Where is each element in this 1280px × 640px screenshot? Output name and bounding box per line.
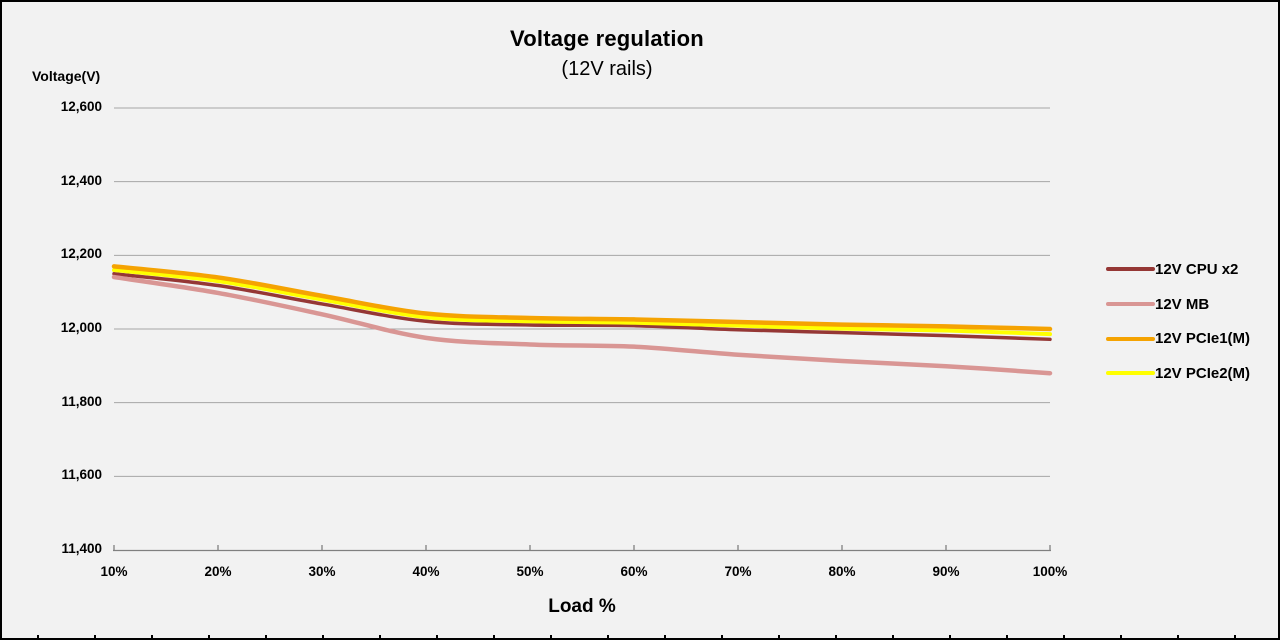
x-tick-label: 60% [620,564,648,579]
x-tick-label: 30% [308,564,336,579]
x-axis-title: Load % [548,596,616,617]
series-line-12v-pcie2-m- [112,268,1052,337]
y-axis-title: Voltage(V) [32,68,101,84]
series-line-12v-pcie1-m- [111,264,1053,332]
legend-item: 12V MB [1106,287,1250,322]
y-tick-label: 11,800 [61,393,102,409]
x-tick-label: 100% [1032,564,1068,579]
series-line-12v-cpu-x2 [112,272,1052,342]
legend: 12V CPU x2 12V MB 12V PCIe1(M) 12V PCIe2(M) [1106,252,1250,391]
legend-label: 12V CPU x2 [1155,260,1239,278]
y-tick-label: 12,600 [60,99,102,114]
y-tick-label: 11,400 [61,541,102,556]
legend-label: 12V PCIe1(M) [1155,330,1251,348]
legend-item: 12V PCIe2(M) [1106,356,1250,391]
legend-label: 12V MB [1155,295,1210,313]
series-line-12v-mb [111,274,1053,376]
y-tick-label: 12,000 [60,320,102,335]
chart-subtitle: (12V rails) [561,58,653,80]
legend-swatch-icon [1106,302,1155,307]
x-tick-label: 70% [724,564,752,579]
y-tick-label: 11,600 [61,467,102,483]
x-tick-label: 20% [204,564,232,579]
legend-swatch-icon [1106,336,1155,341]
y-tick-label: 12,200 [60,246,102,262]
x-tick-label: 90% [932,564,960,579]
y-tick-label: 12,400 [60,172,102,188]
legend-swatch-icon [1106,371,1155,376]
legend-item: 12V CPU x2 [1106,252,1250,287]
x-tick-label: 50% [516,564,544,579]
chart-title: Voltage regulation [510,26,704,51]
x-tick-label: 40% [412,564,440,579]
legend-item: 12V PCIe1(M) [1106,321,1250,356]
x-tick-label: 80% [828,564,856,579]
legend-label: 12V PCIe2(M) [1155,364,1251,382]
x-tick-label: 10% [100,564,128,579]
legend-swatch-icon [1106,267,1155,272]
